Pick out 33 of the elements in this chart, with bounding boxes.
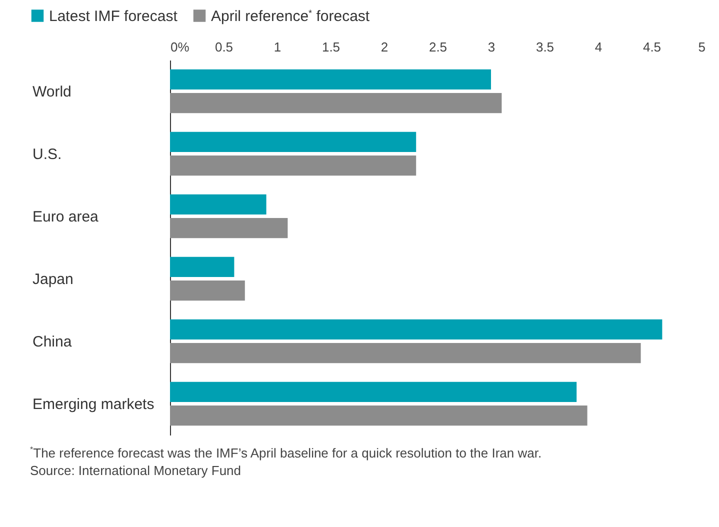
x-tick-label: 0% bbox=[170, 40, 190, 54]
x-tick-label: 2.5 bbox=[428, 40, 448, 54]
bar bbox=[170, 382, 577, 402]
y-tick-label: Euro area bbox=[32, 208, 100, 226]
x-tick-label: 0.5 bbox=[214, 40, 234, 54]
bar bbox=[170, 256, 234, 277]
legend-label: April reference$^{*}$ forecast bbox=[211, 8, 370, 25]
x-tick-label: 4.5 bbox=[642, 40, 662, 54]
x-tick-label: 2 bbox=[380, 40, 388, 54]
x-tick-label: 5 bbox=[698, 40, 706, 54]
bar bbox=[170, 69, 491, 90]
bar bbox=[170, 280, 245, 301]
y-tick-label: China bbox=[32, 333, 72, 350]
y-tick-label: World bbox=[32, 83, 72, 100]
y-tick-label: U.S. bbox=[32, 146, 62, 163]
bar bbox=[170, 406, 588, 426]
x-tick-label: 3.5 bbox=[536, 40, 554, 54]
x-tick-label: 3 bbox=[488, 40, 496, 54]
text: $^{*}$The reference forecast was the IMF’s April baseline for a quick resolution to the Iran war. bbox=[30, 444, 543, 462]
bar bbox=[170, 218, 288, 238]
bar bbox=[170, 319, 662, 340]
bar bbox=[170, 156, 416, 176]
bar bbox=[170, 343, 641, 364]
source-note: Source: International Monetary Fund bbox=[30, 462, 242, 480]
x-tick-label: 4 bbox=[594, 40, 602, 54]
bar bbox=[170, 194, 266, 214]
legend-label: Latest IMF forecast bbox=[49, 8, 178, 25]
y-tick-label: Japan bbox=[32, 270, 74, 288]
bar bbox=[170, 132, 416, 152]
x-tick-label: 1 bbox=[274, 40, 282, 54]
bar bbox=[170, 93, 502, 114]
x-tick-label: 1.5 bbox=[322, 40, 340, 54]
y-tick-label: Emerging markets bbox=[32, 396, 154, 413]
